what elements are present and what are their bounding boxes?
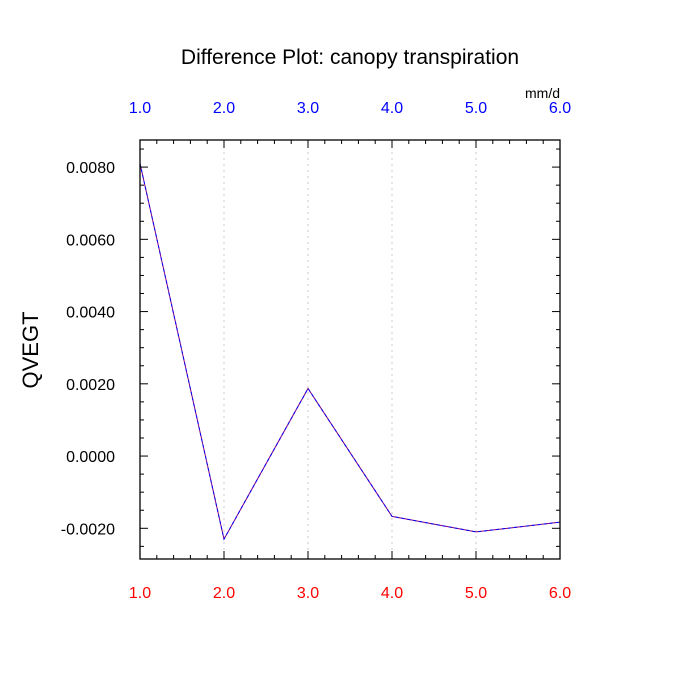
chart-title: Difference Plot: canopy transpiration: [181, 46, 519, 69]
x-tick-label-top: 2.0: [213, 100, 235, 117]
tick-label-layer: 1.0 1.0 2.0 2.0 3.0 3.0 4.0 4.0 5.0 5.0 6.0 6.0 -0.0…: [61, 100, 571, 602]
y-tick-label: -0.0020: [61, 521, 115, 538]
units-label: mm/d: [525, 85, 560, 101]
x-tick-label-bottom: 5.0: [465, 585, 487, 602]
x-tick-label-top: 1.0: [129, 100, 151, 117]
x-tick-label-top: 4.0: [381, 100, 403, 117]
x-tick-label-bottom: 3.0: [297, 585, 319, 602]
x-tick-label-bottom: 2.0: [213, 585, 235, 602]
series-layer: [139, 163, 561, 541]
axis-layer: [139, 139, 561, 560]
y-tick-label: 0.0020: [66, 377, 115, 394]
y-tick-label: 0.0060: [66, 232, 115, 249]
x-tick-label-top: 5.0: [465, 100, 487, 117]
y-axis-label: QVEGT: [18, 311, 43, 388]
series-line: [139, 163, 561, 541]
x-tick-label-bottom: 1.0: [129, 585, 151, 602]
grid-layer: [223, 140, 477, 559]
x-tick-label-bottom: 6.0: [549, 585, 571, 602]
x-tick-label-bottom: 4.0: [381, 585, 403, 602]
plot-frame: [139, 139, 561, 560]
y-tick-label: 0.0080: [66, 160, 115, 177]
series-line-dash-overlay: [139, 163, 561, 541]
y-tick-label: 0.0000: [66, 449, 115, 466]
y-tick-label: 0.0040: [66, 305, 115, 322]
x-tick-label-top: 6.0: [549, 100, 571, 117]
x-tick-label-top: 3.0: [297, 100, 319, 117]
